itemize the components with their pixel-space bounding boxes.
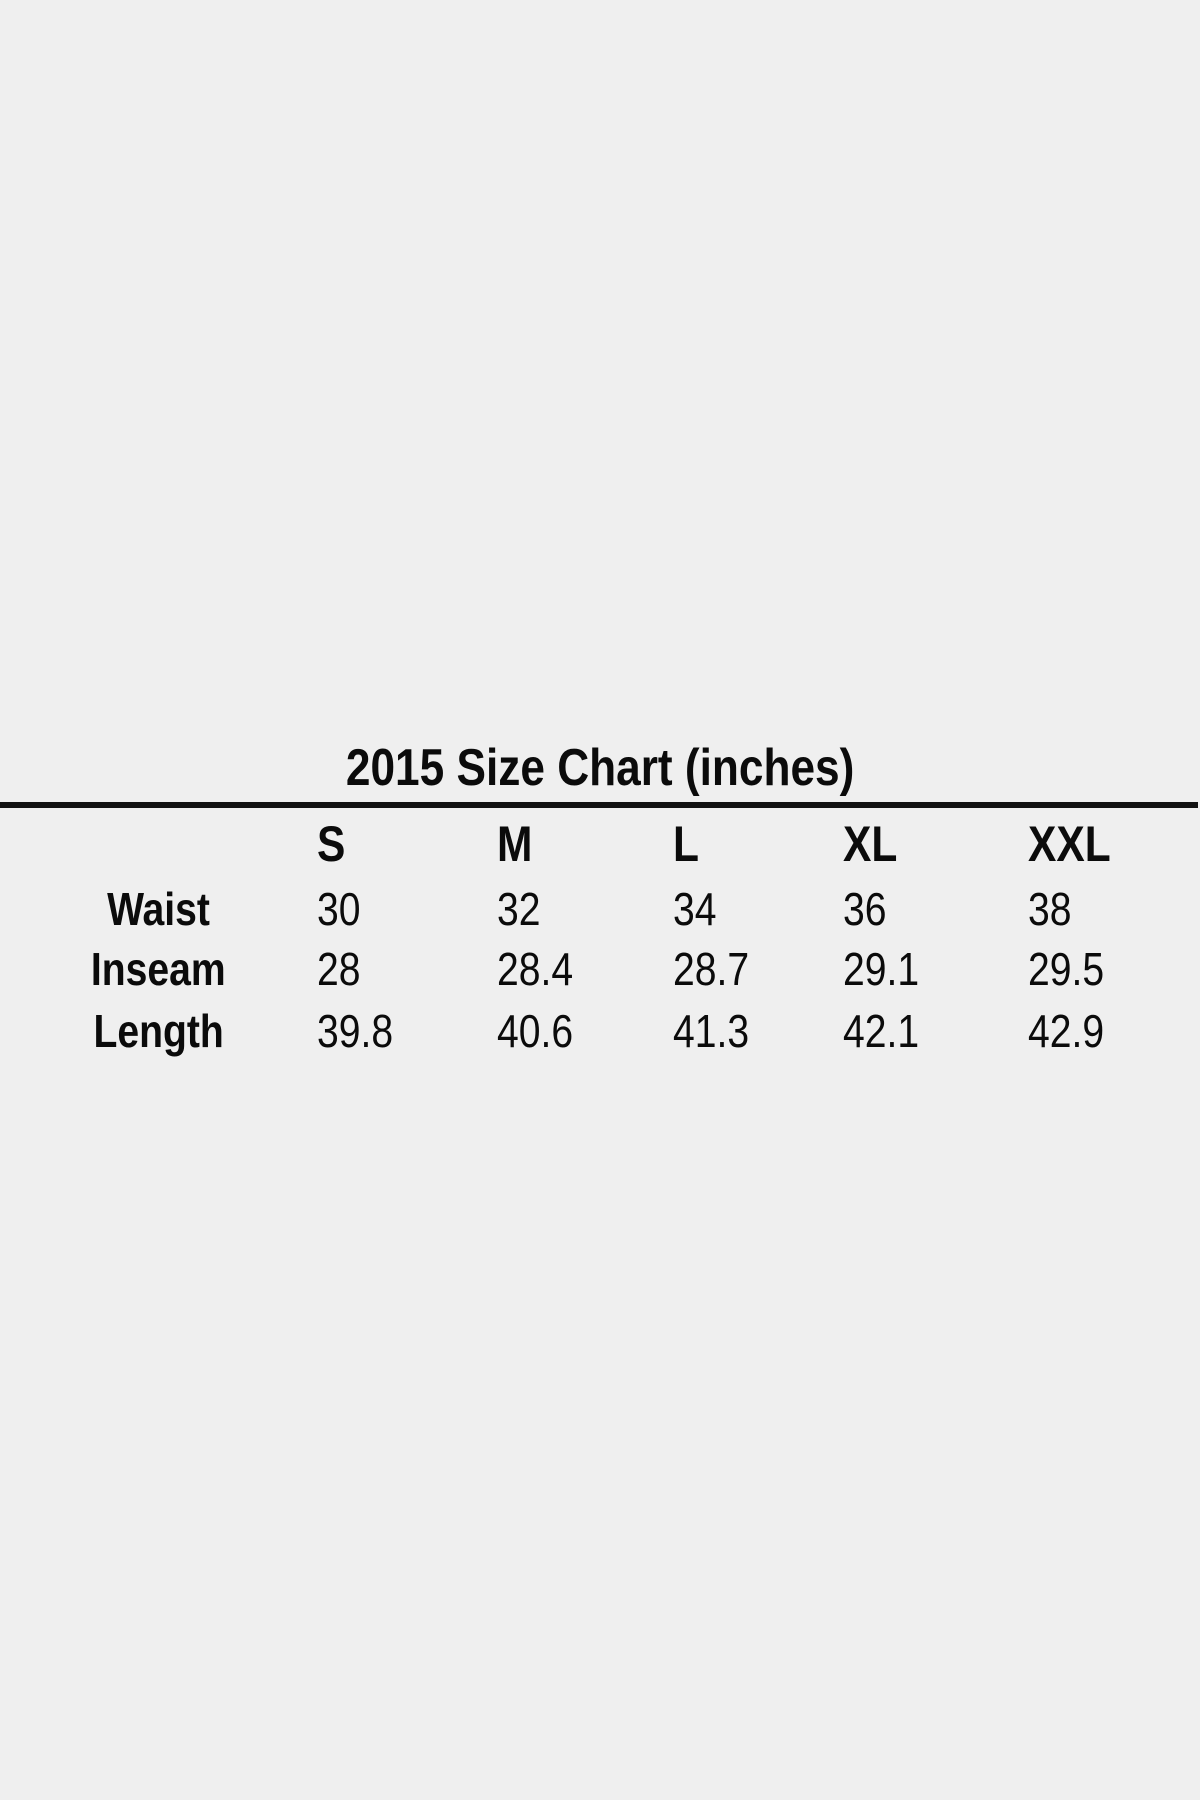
cell-value-text: 36 [843,883,887,935]
column-header-text: XXL [1028,816,1111,872]
cell-value-text: 41.3 [673,1005,750,1057]
cell-value-text: 28 [317,943,361,995]
column-header-l: L [673,815,843,873]
row-label: Inseam [0,942,317,996]
cell-value: 34 [673,882,843,936]
size-chart-header-row: S M L XL XXL [0,815,1200,873]
cell-value-text: 42.1 [843,1005,920,1057]
cell-value: 30 [317,882,497,936]
column-header-m: M [497,815,673,873]
row-label-text: Inseam [91,943,226,995]
cell-value: 28 [317,942,497,996]
cell-value: 41.3 [673,1004,843,1058]
row-label: Waist [0,882,317,936]
cell-value: 32 [497,882,673,936]
cell-value-text: 29.1 [843,943,920,995]
cell-value-text: 34 [673,883,717,935]
cell-value: 42.9 [1028,1004,1200,1058]
cell-value: 28.4 [497,942,673,996]
column-header-text: M [497,816,533,872]
cell-value-text: 38 [1028,883,1072,935]
row-label-text: Waist [107,883,210,935]
row-label: Length [0,1004,317,1058]
cell-value-text: 40.6 [497,1005,574,1057]
cell-value-text: 30 [317,883,361,935]
cell-value: 29.1 [843,942,1028,996]
column-header-xxl: XXL [1028,815,1200,873]
cell-value: 40.6 [497,1004,673,1058]
cell-value-text: 28.4 [497,943,574,995]
cell-value-text: 39.8 [317,1005,394,1057]
column-header-text: S [317,816,346,872]
cell-value: 36 [843,882,1028,936]
table-row-length: Length 39.8 40.6 41.3 42.1 42.9 [0,1003,1200,1059]
cell-value-text: 29.5 [1028,943,1105,995]
cell-value: 28.7 [673,942,843,996]
cell-value: 29.5 [1028,942,1200,996]
cell-value: 42.1 [843,1004,1028,1058]
cell-value-text: 42.9 [1028,1005,1105,1057]
size-chart-title-text: 2015 Size Chart (inches) [345,739,855,797]
divider-line [0,802,1198,808]
cell-value: 38 [1028,882,1200,936]
table-row-inseam: Inseam 28 28.4 28.7 29.1 29.5 [0,941,1200,997]
column-header-s: S [317,815,497,873]
table-row-waist: Waist 30 32 34 36 38 [0,881,1200,937]
column-header-xl: XL [843,815,1028,873]
cell-value-text: 28.7 [673,943,750,995]
cell-value: 39.8 [317,1004,497,1058]
column-header-text: XL [843,816,898,872]
column-header-text: L [673,816,699,872]
cell-value-text: 32 [497,883,541,935]
row-label-text: Length [93,1005,224,1057]
size-chart-title: 2015 Size Chart (inches) [0,740,1200,796]
